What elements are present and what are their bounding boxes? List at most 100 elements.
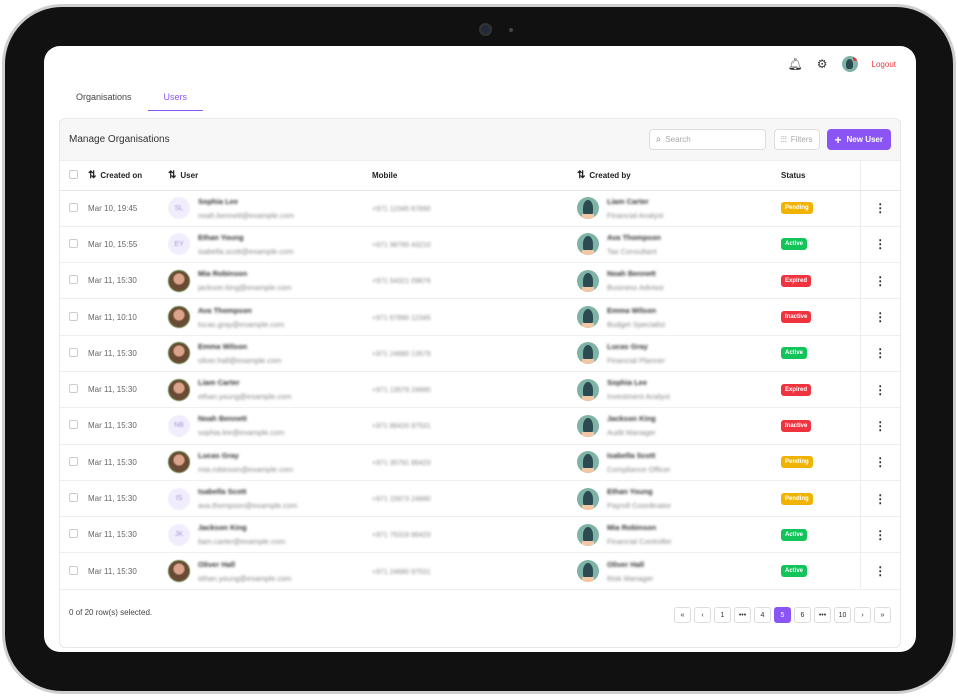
- status-badge: Inactive: [781, 311, 812, 324]
- table-row[interactable]: Mar 11, 15:30 Oliver Hall ethan.young@exa…: [60, 552, 900, 590]
- page-button[interactable]: ‹: [694, 607, 711, 623]
- creator-name: Isabella Scott: [607, 450, 656, 460]
- table-row[interactable]: Mar 11, 15:30 Lucas Gray mia.robinson@exa…: [60, 444, 900, 481]
- more-options-icon[interactable]: ⋮: [859, 190, 900, 227]
- page-button[interactable]: 4: [754, 607, 771, 623]
- table-row[interactable]: Mar 10, 15:55 EY Ethan Young isabella.scot…: [60, 226, 900, 264]
- row-checkbox[interactable]: [69, 311, 78, 321]
- more-options-icon[interactable]: ⋮: [859, 226, 900, 264]
- user-email: ethan.young@example.com: [198, 573, 292, 583]
- more-options-icon[interactable]: ⋮: [859, 262, 900, 300]
- table-row[interactable]: Mar 11, 15:30 JK Jackson King liam.carter@…: [60, 516, 900, 554]
- created-on: Mar 11, 15:30: [88, 262, 168, 300]
- row-checkbox[interactable]: [69, 384, 78, 394]
- user-email: lucas.gray@example.com: [198, 319, 285, 329]
- mobile: +971 67890 12345: [372, 314, 431, 322]
- page-button[interactable]: »: [874, 607, 891, 623]
- creator-name: Emma Wilson: [607, 305, 657, 315]
- table-row[interactable]: Mar 11, 15:30 Mia Robinson jackson.king@e…: [60, 262, 900, 300]
- row-checkbox[interactable]: [69, 202, 78, 212]
- row-checkbox[interactable]: [69, 493, 78, 503]
- row-checkbox[interactable]: [69, 565, 78, 575]
- table-row[interactable]: Mar 11, 15:30 NB Noah Bennett sophia.lee@e…: [60, 407, 900, 445]
- page-button[interactable]: •••: [734, 607, 751, 623]
- row-checkbox[interactable]: [69, 529, 78, 539]
- row-checkbox[interactable]: [69, 275, 78, 285]
- table-row[interactable]: Mar 11, 10:10 Ava Thompson lucas.gray@exa…: [60, 298, 900, 336]
- page-button[interactable]: •••: [814, 607, 831, 623]
- created-on: Mar 11, 15:30: [88, 335, 168, 372]
- user-email: ava.thompson@example.com: [198, 501, 298, 511]
- sort-icon: ⇅: [168, 169, 177, 181]
- new-user-button[interactable]: + New User: [826, 129, 891, 150]
- page-button[interactable]: 6: [794, 607, 811, 623]
- creator-name: Lucas Gray: [607, 341, 648, 351]
- users-table: ⇅ Created on ⇅ User Mobile ⇅ Created by Sta…: [60, 161, 900, 590]
- status-badge: Active: [781, 528, 808, 541]
- notification-dot: [852, 56, 858, 61]
- bell-icon[interactable]: 🔔︎: [787, 57, 803, 71]
- mobile: +971 98765 43210: [372, 241, 431, 249]
- page-button[interactable]: 10: [834, 607, 851, 623]
- creator-avatar: [577, 378, 599, 401]
- row-checkbox[interactable]: [69, 347, 78, 357]
- row-checkbox[interactable]: [69, 420, 78, 430]
- user-name: Lucas Gray: [198, 450, 239, 460]
- user-email: noah.bennett@example.com: [198, 210, 295, 220]
- page-button[interactable]: 1: [714, 607, 731, 623]
- table-row[interactable]: Mar 10, 19:45 SL Sophia Lee noah.bennett@e…: [60, 190, 900, 227]
- more-options-icon[interactable]: ⋮: [859, 407, 900, 445]
- status-badge: Pending: [781, 456, 813, 469]
- more-options-icon[interactable]: ⋮: [859, 444, 900, 481]
- logout-link[interactable]: Logout: [871, 59, 896, 69]
- tab-organisations[interactable]: Organisations: [76, 92, 132, 102]
- tabs: Organisations Users: [60, 86, 204, 111]
- more-options-icon[interactable]: ⋮: [859, 371, 900, 409]
- table-row[interactable]: Mar 11, 15:30 Emma Wilson oliver.hall@exa…: [60, 335, 900, 372]
- more-options-icon[interactable]: ⋮: [859, 552, 900, 590]
- page-button[interactable]: ›: [854, 607, 871, 623]
- user-avatar: NB: [168, 414, 190, 437]
- user-avatar: [168, 342, 190, 365]
- mobile: +971 24680 13579: [372, 350, 431, 358]
- col-user[interactable]: ⇅ User: [168, 161, 372, 191]
- col-created-by[interactable]: ⇅ Created by: [577, 161, 781, 191]
- more-options-icon[interactable]: ⋮: [859, 298, 900, 336]
- user-avatar: [168, 269, 190, 292]
- mobile: +971 15973 24680: [372, 496, 431, 504]
- more-options-icon[interactable]: ⋮: [859, 516, 900, 554]
- creator-role: Financial Analyst: [607, 210, 664, 220]
- user-name: Sophia Lee: [198, 196, 239, 206]
- creator-role: Compliance Officer: [607, 464, 671, 474]
- creator-role: Payroll Coordinator: [607, 501, 672, 511]
- page-button[interactable]: 5: [774, 607, 791, 623]
- col-label: Mobile: [372, 170, 398, 180]
- creator-role: Investment Analyst: [607, 392, 670, 402]
- gear-icon[interactable]: ⚙: [816, 57, 828, 71]
- user-name: Ethan Young: [198, 232, 244, 242]
- creator-role: Budget Specialist: [607, 319, 665, 329]
- table-row[interactable]: Mar 11, 15:30 Liam Carter ethan.young@exa…: [60, 371, 900, 409]
- row-checkbox[interactable]: [69, 238, 78, 248]
- select-all-checkbox[interactable]: [69, 169, 78, 179]
- avatar[interactable]: [841, 56, 858, 72]
- users-card: Manage Organisations ⌕ Search ⫶⫶⫶ Filters …: [59, 118, 901, 648]
- created-on: Mar 11, 15:30: [88, 480, 168, 518]
- search-input[interactable]: ⌕ Search: [648, 129, 766, 150]
- table-row[interactable]: Mar 11, 15:30 IS Isabella Scott ava.thomps…: [60, 480, 900, 518]
- status-badge: Expired: [781, 383, 812, 396]
- status-badge: Active: [781, 238, 808, 251]
- more-options-icon[interactable]: ⋮: [859, 335, 900, 372]
- creator-role: Audit Manager: [607, 428, 656, 438]
- user-name: Liam Carter: [198, 378, 240, 388]
- search-placeholder: Search: [665, 135, 691, 144]
- row-checkbox[interactable]: [69, 456, 78, 466]
- page-button[interactable]: «: [674, 607, 691, 623]
- filters-button[interactable]: ⫶⫶⫶ Filters: [773, 129, 820, 150]
- tab-users[interactable]: Users: [147, 86, 204, 111]
- sliders-icon: ⫶⫶⫶: [780, 134, 787, 144]
- user-email: sophia.lee@example.com: [198, 428, 285, 438]
- creator-name: Jackson King: [607, 414, 656, 424]
- col-created-on[interactable]: ⇅ Created on: [88, 161, 168, 191]
- more-options-icon[interactable]: ⋮: [859, 480, 900, 518]
